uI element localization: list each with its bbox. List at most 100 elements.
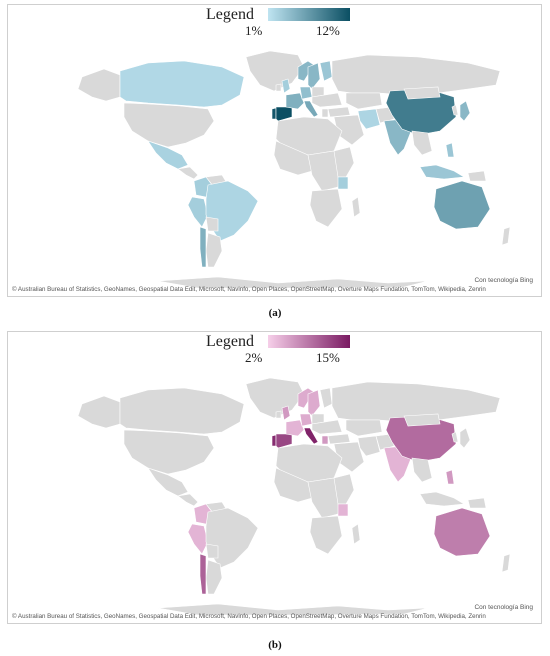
country-png: [467, 170, 487, 182]
map-panel-a: Legend 1% 12% Con tecnología Bing © Aust…: [7, 4, 542, 297]
country-spain: [275, 433, 293, 449]
country-mexico: [147, 140, 189, 170]
map-attribution: © Australian Bureau of Statistics, GeoNa…: [12, 286, 486, 293]
country-easteurope: [311, 419, 343, 435]
country-italy: [303, 427, 319, 445]
country-eastafrica: [333, 146, 355, 178]
country-australia: [433, 180, 491, 230]
map-panel-b: Legend 2% 15% Con tecnología Bing © Aust…: [7, 331, 542, 624]
country-usa: [123, 429, 215, 475]
caption-b: (b): [268, 639, 282, 651]
country-kazakhstan: [345, 419, 383, 437]
country-madagascar: [351, 523, 361, 545]
bing-credit: Con tecnología Bing: [474, 277, 533, 284]
country-germany: [299, 86, 313, 100]
country-afghanistan: [375, 433, 395, 451]
country-philippines: [445, 469, 455, 485]
country-tanzania: [337, 176, 349, 190]
country-antarctica: [157, 276, 429, 289]
country-southafrica: [309, 515, 343, 555]
legend-title: Legend: [206, 6, 254, 23]
country-peru: [187, 196, 209, 228]
legend-gradient-bar: [268, 8, 350, 21]
country-chile: [199, 553, 207, 595]
country-china: [385, 88, 457, 136]
legend-title: Legend: [206, 333, 254, 350]
country-eastafrica: [333, 473, 355, 505]
country-tanzania: [337, 503, 349, 517]
country-seasia: [411, 130, 433, 156]
country-alaska: [77, 395, 121, 429]
country-mongolia: [403, 86, 441, 100]
country-france: [285, 92, 305, 110]
country-centralam: [177, 166, 199, 180]
country-uk: [281, 405, 291, 421]
country-finland: [319, 60, 333, 82]
country-portugal: [271, 434, 277, 447]
country-png: [467, 497, 487, 509]
country-argentina: [205, 559, 223, 595]
country-brazil: [205, 180, 259, 242]
country-korea: [451, 104, 459, 116]
country-greenland: [245, 50, 305, 92]
country-ireland: [275, 83, 282, 92]
country-mexico: [147, 467, 189, 497]
country-greece: [321, 108, 329, 118]
country-afghanistan: [375, 106, 395, 124]
country-greece: [321, 435, 329, 445]
country-iran: [357, 435, 381, 457]
country-brazil: [205, 507, 259, 569]
legend-min-label: 2%: [245, 350, 263, 365]
country-centralam: [177, 493, 199, 507]
country-japan: [459, 427, 471, 449]
world-map-b: [77, 377, 511, 616]
country-greenland: [245, 377, 305, 419]
country-mongolia: [403, 413, 441, 427]
map-attribution: © Australian Bureau of Statistics, GeoNa…: [12, 613, 486, 620]
country-turkey: [327, 433, 351, 445]
country-russia: [331, 54, 501, 96]
country-usa: [123, 102, 215, 148]
bing-credit: Con tecnología Bing: [474, 604, 533, 611]
country-germany: [299, 413, 313, 427]
country-chile: [199, 226, 207, 268]
country-newzealand: [501, 226, 511, 246]
country-italy: [303, 100, 319, 118]
country-turkey: [327, 106, 351, 118]
country-france: [285, 419, 305, 437]
legend-max-label: 15%: [316, 350, 340, 365]
country-sweden: [307, 389, 321, 417]
country-madagascar: [351, 196, 361, 218]
country-ireland: [275, 410, 282, 419]
legend-min-label: 1%: [245, 23, 263, 38]
country-easteurope: [311, 92, 343, 108]
world-map-a: [77, 50, 511, 289]
country-kazakhstan: [345, 92, 383, 110]
country-seasia: [411, 457, 433, 483]
country-philippines: [445, 142, 455, 158]
country-indonesia: [419, 491, 465, 507]
country-sweden: [307, 62, 321, 90]
country-bolivia: [205, 216, 219, 232]
country-argentina: [205, 232, 223, 268]
country-japan: [459, 100, 471, 122]
caption-a: (a): [268, 307, 282, 319]
country-korea: [451, 431, 459, 443]
country-newzealand: [501, 553, 511, 573]
legend-gradient-bar: [268, 335, 350, 348]
country-southafrica: [309, 188, 343, 228]
country-canada: [119, 387, 245, 435]
country-spain: [275, 106, 293, 122]
country-portugal: [271, 107, 277, 120]
country-bolivia: [205, 543, 219, 559]
country-iran: [357, 108, 381, 130]
country-antarctica: [157, 603, 429, 616]
legend-max-label: 12%: [316, 23, 340, 38]
country-china: [385, 415, 457, 463]
country-uk: [281, 78, 291, 94]
country-alaska: [77, 68, 121, 102]
country-canada: [119, 60, 245, 108]
country-finland: [319, 387, 333, 409]
country-russia: [331, 381, 501, 423]
country-peru: [187, 523, 209, 555]
